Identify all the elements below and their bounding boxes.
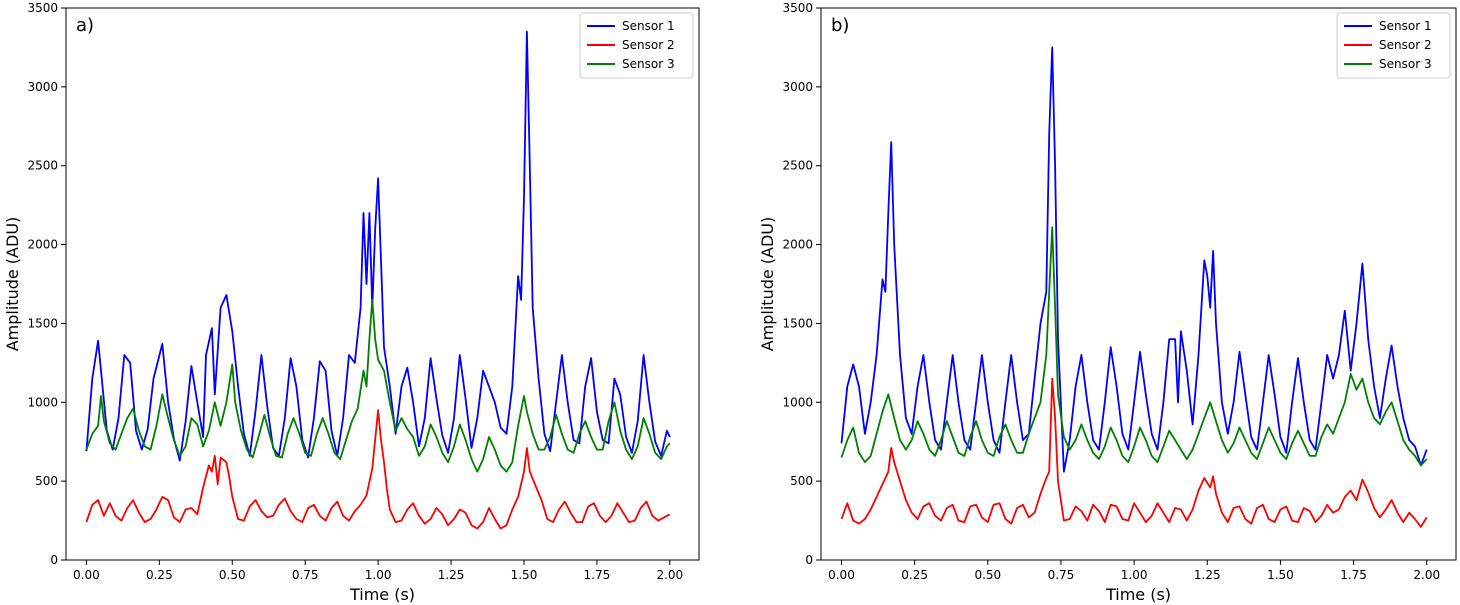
- y-tick-label: 2500: [27, 159, 58, 173]
- legend-box: [1336, 12, 1451, 79]
- plot-frame: [820, 7, 1457, 561]
- chart-panel-1: 0.00 0.25 0.50 0.75 1.00 1.25 1.50 1.75 2.00 0 500…: [3, 1, 700, 604]
- y-axis-label: Amplitude (ADU): [3, 217, 22, 352]
- y-tick-label: 3000: [27, 80, 58, 94]
- x-tick-label: 1.50: [511, 568, 538, 582]
- series-line-3: [840, 226, 1428, 467]
- series-line-2: [85, 409, 671, 530]
- y-tick-label: 500: [35, 474, 58, 488]
- x-tick-label: 2.00: [656, 568, 683, 582]
- x-tick-label: 1.25: [1194, 568, 1221, 582]
- x-tick-label: 1.00: [1121, 568, 1148, 582]
- y-tick-label: 1500: [782, 316, 813, 330]
- panel-label: b): [831, 15, 849, 36]
- y-tick-label: 2000: [782, 238, 813, 252]
- legend-label-1: Sensor 1: [622, 19, 675, 33]
- x-tick-label: 1.75: [584, 568, 611, 582]
- y-tick-label: 3500: [27, 1, 58, 15]
- x-tick-label: 1.00: [365, 568, 392, 582]
- x-tick-label: 0.50: [219, 568, 246, 582]
- legend-label-3: Sensor 3: [1379, 57, 1432, 71]
- plot-frame: [65, 7, 700, 561]
- x-tick-label: 2.00: [1413, 568, 1440, 582]
- y-tick-label: 2000: [27, 238, 58, 252]
- y-tick-label: 500: [790, 474, 813, 488]
- y-tick-label: 1000: [782, 395, 813, 409]
- y-tick-label: 1500: [27, 316, 58, 330]
- series-line-1: [840, 46, 1428, 473]
- series-line-1: [85, 30, 671, 462]
- legend-label-2: Sensor 2: [1379, 38, 1432, 52]
- y-tick-label: 0: [50, 553, 58, 567]
- series-line-2: [840, 377, 1428, 528]
- x-axis-label: Time (s): [1105, 585, 1171, 604]
- y-tick-label: 3000: [782, 80, 813, 94]
- legend-box: [579, 12, 694, 79]
- x-tick-label: 0.75: [1048, 568, 1075, 582]
- x-tick-label: 0.25: [146, 568, 173, 582]
- chart-panel-2: 0.00 0.25 0.50 0.75 1.00 1.25 1.50 1.75 2.00 0 500…: [758, 1, 1457, 604]
- legend: Sensor 1 Sensor 2 Sensor 3: [1336, 12, 1451, 79]
- x-tick-label: 0.00: [828, 568, 855, 582]
- legend-label-3: Sensor 3: [622, 57, 675, 71]
- x-tick-label: 1.25: [438, 568, 465, 582]
- legend-label-1: Sensor 1: [1379, 19, 1432, 33]
- x-axis-label: Time (s): [349, 585, 415, 604]
- x-tick-label: 1.50: [1267, 568, 1294, 582]
- x-tick-label: 0.50: [974, 568, 1001, 582]
- x-tick-label: 0.75: [292, 568, 319, 582]
- panel-label: a): [76, 15, 94, 36]
- series-line-3: [85, 298, 671, 473]
- y-axis-label: Amplitude (ADU): [758, 217, 777, 352]
- y-tick-label: 3500: [782, 1, 813, 15]
- x-tick-label: 1.75: [1340, 568, 1367, 582]
- x-tick-label: 0.00: [73, 568, 100, 582]
- legend: Sensor 1 Sensor 2 Sensor 3: [579, 12, 694, 79]
- y-tick-label: 0: [805, 553, 813, 567]
- legend-label-2: Sensor 2: [622, 38, 675, 52]
- y-tick-label: 2500: [782, 159, 813, 173]
- x-tick-label: 0.25: [901, 568, 928, 582]
- y-tick-label: 1000: [27, 395, 58, 409]
